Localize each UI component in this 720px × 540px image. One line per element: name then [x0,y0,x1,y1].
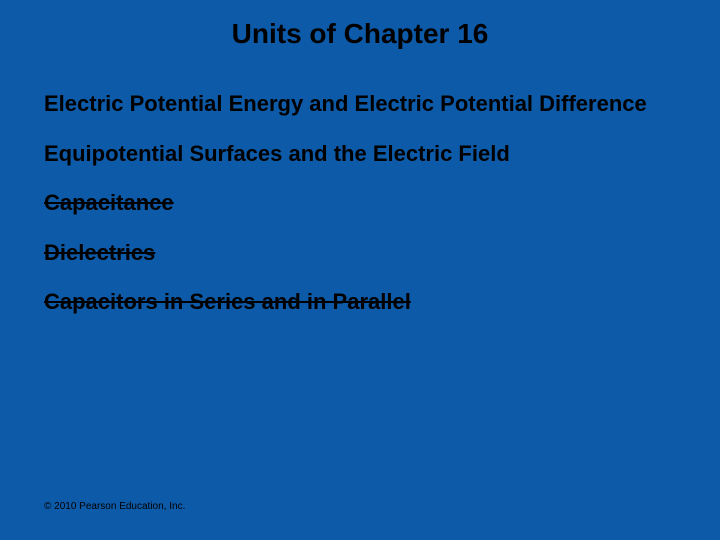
copyright-text: © 2010 Pearson Education, Inc. [44,501,185,512]
list-item: Equipotential Surfaces and the Electric … [44,140,660,168]
list-item: Capacitors in Series and in Parallel [44,288,660,316]
list-item: Capacitance [44,189,660,217]
content-list: Electric Potential Energy and Electric P… [0,90,720,316]
list-item: Dielectrics [44,239,660,267]
list-item: Electric Potential Energy and Electric P… [44,90,660,118]
slide-title: Units of Chapter 16 [0,0,720,90]
